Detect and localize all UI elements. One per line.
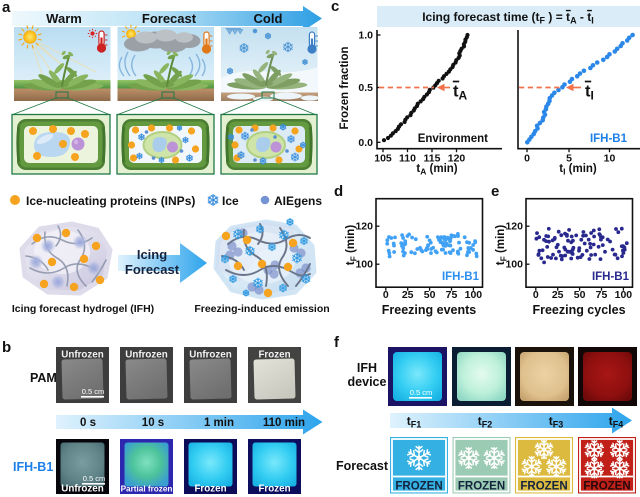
svg-text:0.5 cm: 0.5 cm <box>82 387 105 396</box>
svg-text:75: 75 <box>596 289 608 301</box>
svg-text:100: 100 <box>355 259 373 271</box>
svg-text:0: 0 <box>524 153 530 165</box>
svg-text:1 min: 1 min <box>204 417 234 429</box>
svg-text:Icing forecast hydrogel (IFH): Icing forecast hydrogel (IFH) <box>12 303 154 315</box>
svg-text:PAM: PAM <box>30 371 57 385</box>
svg-text:IFH-B1: IFH-B1 <box>442 271 480 283</box>
svg-text:0.5 cm: 0.5 cm <box>410 388 433 397</box>
svg-text:IFH: IFH <box>357 361 377 375</box>
svg-text:120: 120 <box>505 221 523 233</box>
svg-text:110 min: 110 min <box>263 417 305 429</box>
svg-text:0: 0 <box>383 289 389 301</box>
svg-text:0 s: 0 s <box>80 417 96 429</box>
svg-text:100: 100 <box>465 289 483 301</box>
svg-text:100: 100 <box>615 289 633 301</box>
svg-text:105: 105 <box>374 153 392 165</box>
svg-text:FROZEN: FROZEN <box>520 481 567 493</box>
svg-text:Forecast: Forecast <box>142 11 197 26</box>
svg-text:5: 5 <box>566 153 572 165</box>
svg-text:Frozen: Frozen <box>258 350 290 361</box>
svg-text:f: f <box>334 334 340 351</box>
svg-text:120: 120 <box>448 153 466 165</box>
svg-text:Environment: Environment <box>418 133 488 145</box>
svg-text:c: c <box>331 0 339 15</box>
svg-text:50: 50 <box>424 289 436 301</box>
svg-text:Frozen: Frozen <box>194 484 226 495</box>
svg-text:FROZEN: FROZEN <box>583 481 630 493</box>
svg-text:Forecast: Forecast <box>336 459 389 473</box>
svg-text:Freezing-induced emission: Freezing-induced emission <box>194 303 329 315</box>
svg-text:FROZEN: FROZEN <box>458 481 505 493</box>
svg-text:tI: tI <box>585 83 594 103</box>
svg-text:AIEgens: AIEgens <box>274 194 322 208</box>
svg-text:110: 110 <box>399 153 416 165</box>
svg-text:IFH-B1: IFH-B1 <box>590 133 628 145</box>
svg-text:10 s: 10 s <box>142 417 164 429</box>
svg-text:0.0: 0.0 <box>358 137 373 149</box>
svg-text:tF (min): tF (min) <box>345 225 359 266</box>
svg-text:Unfrozen: Unfrozen <box>189 350 231 361</box>
svg-text:Icing: Icing <box>137 247 167 262</box>
svg-text:120: 120 <box>355 221 373 233</box>
svg-text:tA (min): tA (min) <box>416 163 457 177</box>
svg-text:10: 10 <box>604 153 616 165</box>
svg-text:tI (min): tI (min) <box>559 163 597 177</box>
svg-text:IFH-B1: IFH-B1 <box>13 460 53 474</box>
svg-text:d: d <box>334 183 343 200</box>
svg-text:75: 75 <box>446 289 458 301</box>
svg-text:b: b <box>2 339 11 356</box>
svg-text:25: 25 <box>402 289 414 301</box>
svg-text:0: 0 <box>533 289 539 301</box>
svg-text:device: device <box>348 375 387 389</box>
svg-text:Freezing cycles: Freezing cycles <box>532 303 625 317</box>
svg-text:Unfrozen: Unfrozen <box>125 350 167 361</box>
svg-text:a: a <box>2 0 11 16</box>
svg-text:25: 25 <box>552 289 564 301</box>
svg-text:IFH-B1: IFH-B1 <box>592 271 630 283</box>
svg-text:1.0: 1.0 <box>358 30 373 42</box>
svg-text:50: 50 <box>574 289 586 301</box>
svg-text:100: 100 <box>505 259 523 271</box>
svg-text:Cold: Cold <box>254 11 283 26</box>
svg-text:tA: tA <box>453 83 468 103</box>
svg-text:0.5 cm: 0.5 cm <box>83 474 106 483</box>
svg-text:Unfrozen: Unfrozen <box>61 350 103 361</box>
svg-text:Forecast: Forecast <box>125 262 180 277</box>
svg-text:Partial frozen: Partial frozen <box>121 485 173 494</box>
svg-text:Ice-nucleating proteins (INPs): Ice-nucleating proteins (INPs) <box>26 194 195 208</box>
svg-text:e: e <box>491 183 499 200</box>
svg-text:Unfrozen: Unfrozen <box>61 484 103 495</box>
svg-text:0.5: 0.5 <box>358 82 373 94</box>
svg-text:Icing forecast time (tF ) = tA: Icing forecast time (tF ) = tA - tI <box>422 10 594 26</box>
svg-text:tF (min): tF (min) <box>495 225 509 266</box>
svg-text:115: 115 <box>424 153 441 165</box>
svg-text:Ice: Ice <box>222 194 239 208</box>
svg-text:Frozen fraction: Frozen fraction <box>339 46 351 129</box>
svg-text:FROZEN: FROZEN <box>395 481 442 493</box>
svg-text:Freezing events: Freezing events <box>382 303 477 317</box>
svg-text:Frozen: Frozen <box>258 484 290 495</box>
svg-text:Warm: Warm <box>46 11 82 26</box>
